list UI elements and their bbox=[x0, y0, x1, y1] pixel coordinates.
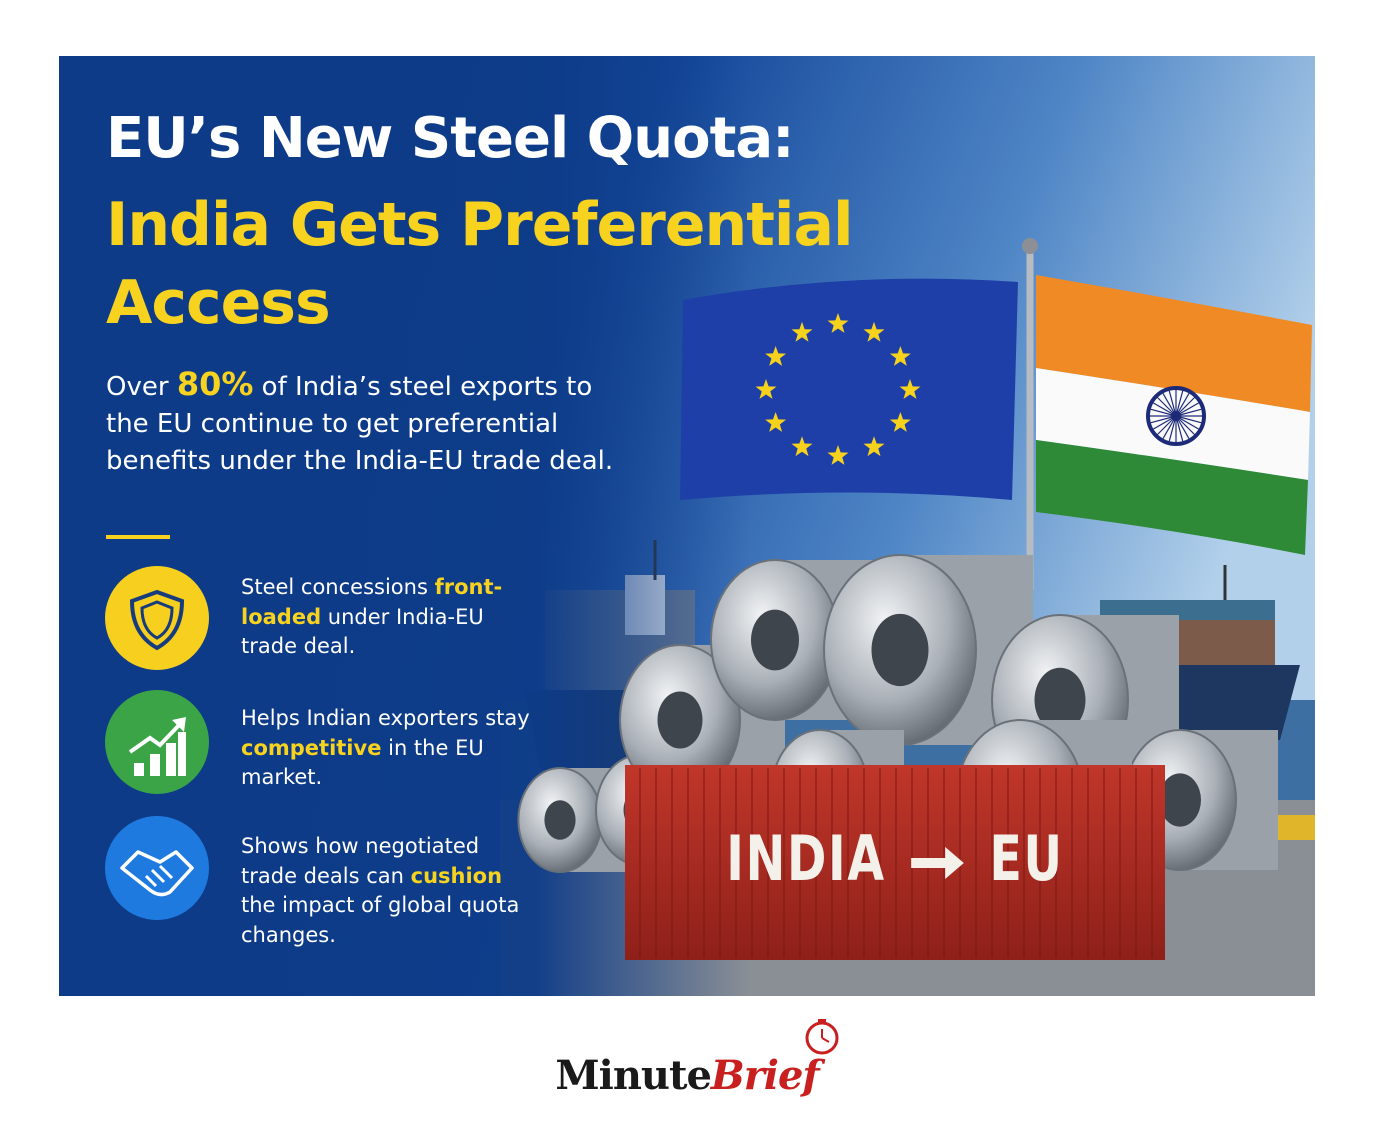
star bbox=[791, 436, 813, 457]
logo-clock bbox=[805, 1019, 839, 1055]
spoke bbox=[1175, 415, 1202, 424]
point: Shows how negotiated trade deals can cus… bbox=[241, 832, 541, 950]
container-label: INDIA EU bbox=[666, 822, 1125, 895]
text: of India’s steel exports to the EU conti… bbox=[106, 372, 614, 476]
title: EU’s New Steel Quota: bbox=[106, 106, 795, 171]
star bbox=[765, 412, 787, 432]
point: Steel concessions front-loaded under Ind… bbox=[241, 573, 541, 662]
coil-hole bbox=[1034, 667, 1086, 733]
coil-hole bbox=[544, 800, 576, 840]
highlight: cushion bbox=[410, 863, 503, 888]
spoke bbox=[1175, 415, 1190, 439]
text: under India-EU trade deal. bbox=[241, 604, 484, 659]
star bbox=[863, 321, 885, 342]
spoke bbox=[1175, 390, 1184, 417]
summary: Over 80% of India’s steel exports to the… bbox=[106, 366, 626, 480]
star bbox=[899, 379, 921, 399]
india-flag bbox=[1036, 275, 1312, 555]
text: Shows how negotiated trade deals can bbox=[241, 834, 480, 888]
text: the impact of global quota changes. bbox=[241, 893, 520, 947]
spoke bbox=[1175, 397, 1195, 417]
coil-hole bbox=[657, 691, 703, 749]
spoke bbox=[1150, 415, 1177, 424]
coil-hole bbox=[1159, 773, 1201, 827]
star bbox=[889, 412, 911, 432]
spoke bbox=[1153, 415, 1177, 430]
text: INDIA bbox=[726, 822, 886, 895]
spoke bbox=[1153, 402, 1177, 417]
text: Over bbox=[106, 372, 177, 402]
title-highlight: India Gets Preferential Access bbox=[106, 190, 854, 338]
icon-handshake bbox=[105, 816, 209, 920]
coil-hole bbox=[871, 613, 929, 687]
text: Helps Indian exporters stay bbox=[241, 706, 530, 730]
spoke bbox=[1168, 415, 1177, 442]
spoke bbox=[1168, 390, 1177, 417]
spoke bbox=[1175, 415, 1199, 430]
logo-text: Brief bbox=[710, 1052, 820, 1099]
spoke bbox=[1175, 415, 1195, 435]
text: Steel concessions bbox=[241, 575, 435, 599]
text: in the EU market. bbox=[241, 735, 484, 790]
arrow bbox=[911, 846, 964, 879]
icon-growth bbox=[105, 690, 209, 794]
spoke bbox=[1175, 408, 1202, 417]
spoke bbox=[1175, 393, 1190, 417]
spoke bbox=[1150, 408, 1177, 417]
text: EU bbox=[989, 822, 1064, 895]
star bbox=[889, 346, 911, 366]
logo: MinuteBrief bbox=[0, 1052, 1374, 1099]
spoke bbox=[1175, 415, 1184, 442]
star bbox=[755, 379, 777, 399]
icon-shield bbox=[105, 566, 209, 670]
eu-flag bbox=[680, 278, 1018, 500]
star bbox=[863, 436, 885, 457]
point: Helps Indian exporters stay competitive … bbox=[241, 704, 541, 793]
spoke bbox=[1175, 402, 1199, 417]
shipping-container bbox=[625, 765, 1165, 960]
spoke bbox=[1157, 415, 1177, 435]
star bbox=[791, 321, 813, 342]
spoke bbox=[1162, 415, 1177, 439]
star bbox=[827, 445, 849, 465]
spoke bbox=[1157, 397, 1177, 417]
highlight: competitive bbox=[241, 735, 382, 760]
highlight: front-loaded bbox=[241, 575, 503, 629]
star bbox=[827, 313, 849, 333]
highlight: 80% bbox=[176, 365, 254, 403]
spoke bbox=[1162, 393, 1177, 417]
coil-hole bbox=[751, 609, 799, 671]
star bbox=[765, 346, 787, 366]
logo-text: Minute bbox=[555, 1052, 712, 1099]
